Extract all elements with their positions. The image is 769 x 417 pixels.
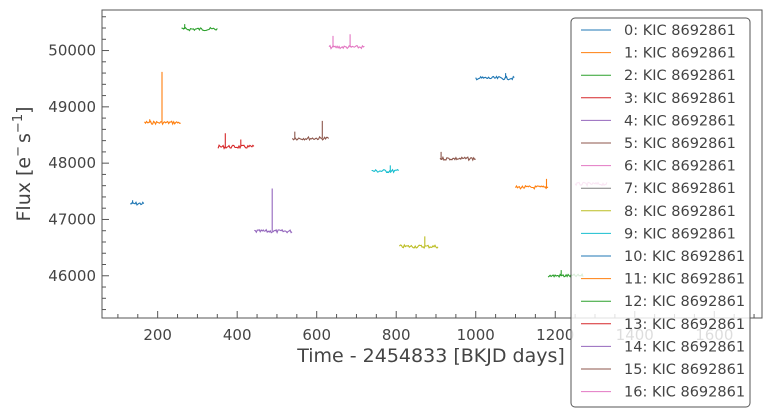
legend-label-0: 0: KIC 8692861 (624, 23, 736, 39)
legend-label-5: 5: KIC 8692861 (624, 136, 736, 152)
legend-label-3: 3: KIC 8692861 (624, 91, 736, 107)
series-line-4 (254, 188, 293, 235)
legend-label-10: 10: KIC 8692861 (624, 249, 745, 265)
series-line-5 (291, 120, 330, 142)
y-tick-label-47000: 47000 (48, 210, 96, 228)
legend-label-12: 12: KIC 8692861 (624, 294, 745, 310)
y-label-exp2: −1 (11, 114, 26, 133)
y-tick-label-49000: 49000 (48, 98, 96, 116)
x-tick-label-400: 400 (223, 326, 252, 344)
legend-label-8: 8: KIC 8692861 (624, 204, 736, 220)
x-tick-label-200: 200 (143, 326, 172, 344)
series-line-11 (515, 178, 549, 190)
legend-label-9: 9: KIC 8692861 (624, 226, 736, 242)
legend-label-14: 14: KIC 8692861 (624, 339, 745, 355)
legend-label-7: 7: KIC 8692861 (624, 181, 736, 197)
legend: 0: KIC 8692861 1: KIC 8692861 2: KIC 86928… (570, 17, 751, 408)
series-line-8 (398, 236, 439, 250)
series-line-0 (130, 200, 145, 206)
x-tick-label-1200: 1200 (536, 326, 574, 344)
series-line-3 (217, 133, 255, 150)
y-tick-label-50000: 50000 (48, 42, 96, 60)
series-line-10 (475, 73, 515, 81)
x-axis-label: Time - 2454833 [BKJD days] (296, 345, 565, 367)
legend-label-16: 16: KIC 8692861 (624, 385, 745, 401)
y-axis-label: Flux [e− s−1] (11, 106, 35, 221)
legend-label-1: 1: KIC 8692861 (624, 46, 736, 62)
series-line-15 (439, 151, 476, 162)
x-tick-label-1000: 1000 (457, 326, 495, 344)
y-label-exp1: − (11, 146, 26, 157)
legend-box (570, 17, 751, 408)
y-label-base: Flux [e (13, 157, 35, 222)
x-tick-label-600: 600 (302, 326, 331, 344)
series-line-1 (144, 71, 181, 126)
legend-label-11: 11: KIC 8692861 (624, 272, 745, 288)
legend-label-6: 6: KIC 8692861 (624, 159, 736, 175)
series-line-2 (181, 24, 218, 32)
y-label-mid: s (13, 133, 35, 143)
y-tick-label-46000: 46000 (48, 267, 96, 285)
y-label-end: ] (13, 106, 35, 113)
x-tick-label-800: 800 (382, 326, 411, 344)
plot-area (130, 24, 608, 278)
legend-label-2: 2: KIC 8692861 (624, 68, 736, 84)
series-line-9 (371, 165, 399, 174)
series-line-6 (328, 34, 365, 50)
legend-label-13: 13: KIC 8692861 (624, 317, 745, 333)
legend-label-15: 15: KIC 8692861 (624, 362, 745, 378)
legend-label-4: 4: KIC 8692861 (624, 113, 736, 129)
y-tick-label-48000: 48000 (48, 154, 96, 172)
axes-frame (101, 9, 763, 319)
